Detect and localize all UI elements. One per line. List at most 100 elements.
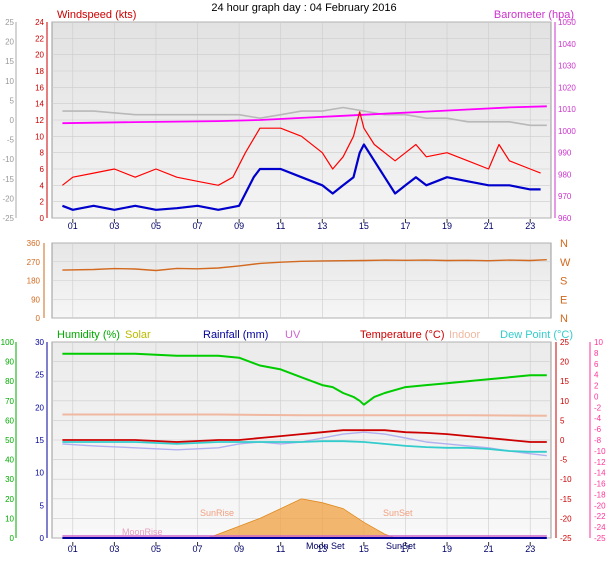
direction-degree-label: 180 bbox=[27, 277, 41, 286]
dewpoint-tick-label: -4 bbox=[594, 414, 602, 423]
compass-label: W bbox=[560, 257, 571, 269]
rainfall-tick-label: 5 bbox=[40, 501, 45, 510]
dewpoint-tick-label: 6 bbox=[594, 360, 599, 369]
x-tick-label: 05 bbox=[151, 221, 161, 231]
dewpoint-tick-label: -22 bbox=[594, 512, 606, 521]
temperature-tick-label: 10 bbox=[560, 397, 569, 406]
top-panel-series bbox=[62, 105, 547, 211]
rainfall-tick-label: 0 bbox=[40, 534, 45, 543]
x-tick-label: 15 bbox=[359, 544, 369, 554]
left-inner-tick-label: 12 bbox=[35, 116, 44, 125]
humidity-tick-label: 20 bbox=[5, 495, 14, 504]
dewpoint-tick-label: -10 bbox=[594, 447, 606, 456]
x-tick-label: 13 bbox=[317, 544, 327, 554]
windspeed-axis-title: Windspeed (kts) bbox=[57, 9, 136, 21]
left-outer-tick-label: 20 bbox=[5, 38, 14, 47]
legend-uv: UV bbox=[285, 329, 301, 341]
rainfall-tick-label: 30 bbox=[35, 338, 44, 347]
solar-area bbox=[207, 498, 396, 539]
humidity-tick-label: 40 bbox=[5, 456, 14, 465]
x-tick-label: 19 bbox=[442, 544, 452, 554]
wind-average-line bbox=[62, 143, 541, 211]
x-tick-label: 01 bbox=[68, 221, 78, 231]
left-outer-tick-label: 25 bbox=[5, 18, 14, 27]
direction-degree-label: 90 bbox=[31, 295, 40, 304]
left-inner-tick-label: 8 bbox=[40, 149, 45, 158]
dewpoint-tick-label: -20 bbox=[594, 501, 606, 510]
dewpoint-tick-label: -18 bbox=[594, 490, 606, 499]
x-tick-label: 23 bbox=[525, 221, 535, 231]
left-inner-tick-label: 22 bbox=[35, 34, 44, 43]
temperature-tick-label: -15 bbox=[560, 495, 572, 504]
top-panel-grid bbox=[52, 21, 551, 219]
legend-temperature: Temperature (°C) bbox=[360, 329, 444, 341]
temperature-line bbox=[62, 429, 547, 443]
left-outer-tick-label: 10 bbox=[5, 77, 14, 86]
left-inner-tick-label: 0 bbox=[40, 214, 45, 223]
right-tick-label: 1030 bbox=[558, 62, 576, 71]
temperature-tick-label: -20 bbox=[560, 514, 572, 523]
direction-degree-label: 0 bbox=[36, 314, 41, 323]
temperature-tick-label: 25 bbox=[560, 338, 569, 347]
right-tick-label: 980 bbox=[558, 170, 572, 179]
temperature-tick-label: 20 bbox=[560, 358, 569, 367]
x-tick-label: 23 bbox=[525, 544, 535, 554]
x-tick-label: 07 bbox=[193, 221, 203, 231]
dewpoint-tick-label: -16 bbox=[594, 480, 606, 489]
annotation-moonrise: MoonRise bbox=[122, 527, 163, 537]
left-inner-tick-label: 16 bbox=[35, 83, 44, 92]
dewpoint-tick-label: 10 bbox=[594, 338, 603, 347]
rainfall-tick-label: 25 bbox=[35, 371, 44, 380]
dewpoint-tick-label: 4 bbox=[594, 371, 599, 380]
left-inner-tick-label: 10 bbox=[35, 132, 44, 141]
left-inner-tick-label: 2 bbox=[40, 198, 45, 207]
humidity-tick-label: 90 bbox=[5, 358, 14, 367]
lavender-trace-line bbox=[62, 431, 547, 457]
dewpoint-tick-label: -8 bbox=[594, 436, 602, 445]
x-tick-label: 01 bbox=[68, 544, 78, 554]
temperature-tick-label: 15 bbox=[560, 377, 569, 386]
x-tick-label: 19 bbox=[442, 221, 452, 231]
x-tick-label: 13 bbox=[317, 221, 327, 231]
annotation-moonset: Moon Set bbox=[306, 541, 345, 551]
x-tick-label: 09 bbox=[234, 544, 244, 554]
left-outer-tick-label: 0 bbox=[10, 116, 15, 125]
left-outer-tick-label: -5 bbox=[7, 136, 15, 145]
legend-dewpoint: Dew Point (°C) bbox=[500, 329, 573, 341]
dewpoint-tick-label: 8 bbox=[594, 349, 599, 358]
middle-panel-grid bbox=[52, 242, 551, 319]
annotation-sunset: SunSet bbox=[383, 508, 413, 518]
x-tick-label: 03 bbox=[109, 544, 119, 554]
x-tick-label: 03 bbox=[109, 221, 119, 231]
barometer-line bbox=[62, 105, 547, 125]
annotation-sunset-bottom: SunSet bbox=[386, 541, 416, 551]
x-tick-label: 11 bbox=[276, 544, 285, 554]
dewpoint-tick-label: -24 bbox=[594, 523, 606, 532]
dewpoint-line bbox=[62, 440, 547, 453]
wind-direction-line bbox=[62, 259, 547, 272]
compass-label: N bbox=[560, 313, 568, 325]
compass-label: S bbox=[560, 276, 567, 288]
temperature-tick-label: -5 bbox=[560, 456, 568, 465]
humidity-tick-label: 80 bbox=[5, 377, 14, 386]
humidity-tick-label: 0 bbox=[10, 534, 15, 543]
left-outer-tick-label: -15 bbox=[2, 175, 14, 184]
left-inner-tick-label: 6 bbox=[40, 165, 45, 174]
direction-degree-label: 360 bbox=[27, 239, 41, 248]
legend-indoor: Indoor bbox=[449, 329, 481, 341]
rainfall-tick-label: 10 bbox=[35, 469, 44, 478]
x-tick-label: 21 bbox=[484, 544, 494, 554]
barometer-axis-title: Barometer (hpa) bbox=[494, 9, 574, 21]
bottom-panel-axes: 1009080706050403020100302520151050252015… bbox=[1, 338, 606, 554]
left-inner-tick-label: 24 bbox=[35, 18, 44, 27]
humidity-tick-label: 30 bbox=[5, 475, 14, 484]
left-outer-tick-label: -10 bbox=[2, 155, 14, 164]
temperature-tick-label: -10 bbox=[560, 475, 572, 484]
right-tick-label: 1050 bbox=[558, 18, 576, 27]
page-title: 24 hour graph day : 04 February 2016 bbox=[211, 2, 396, 14]
solar-area-path bbox=[207, 498, 396, 539]
grey-trace-line bbox=[62, 106, 547, 127]
right-tick-label: 1010 bbox=[558, 105, 576, 114]
dewpoint-tick-label: 2 bbox=[594, 382, 599, 391]
